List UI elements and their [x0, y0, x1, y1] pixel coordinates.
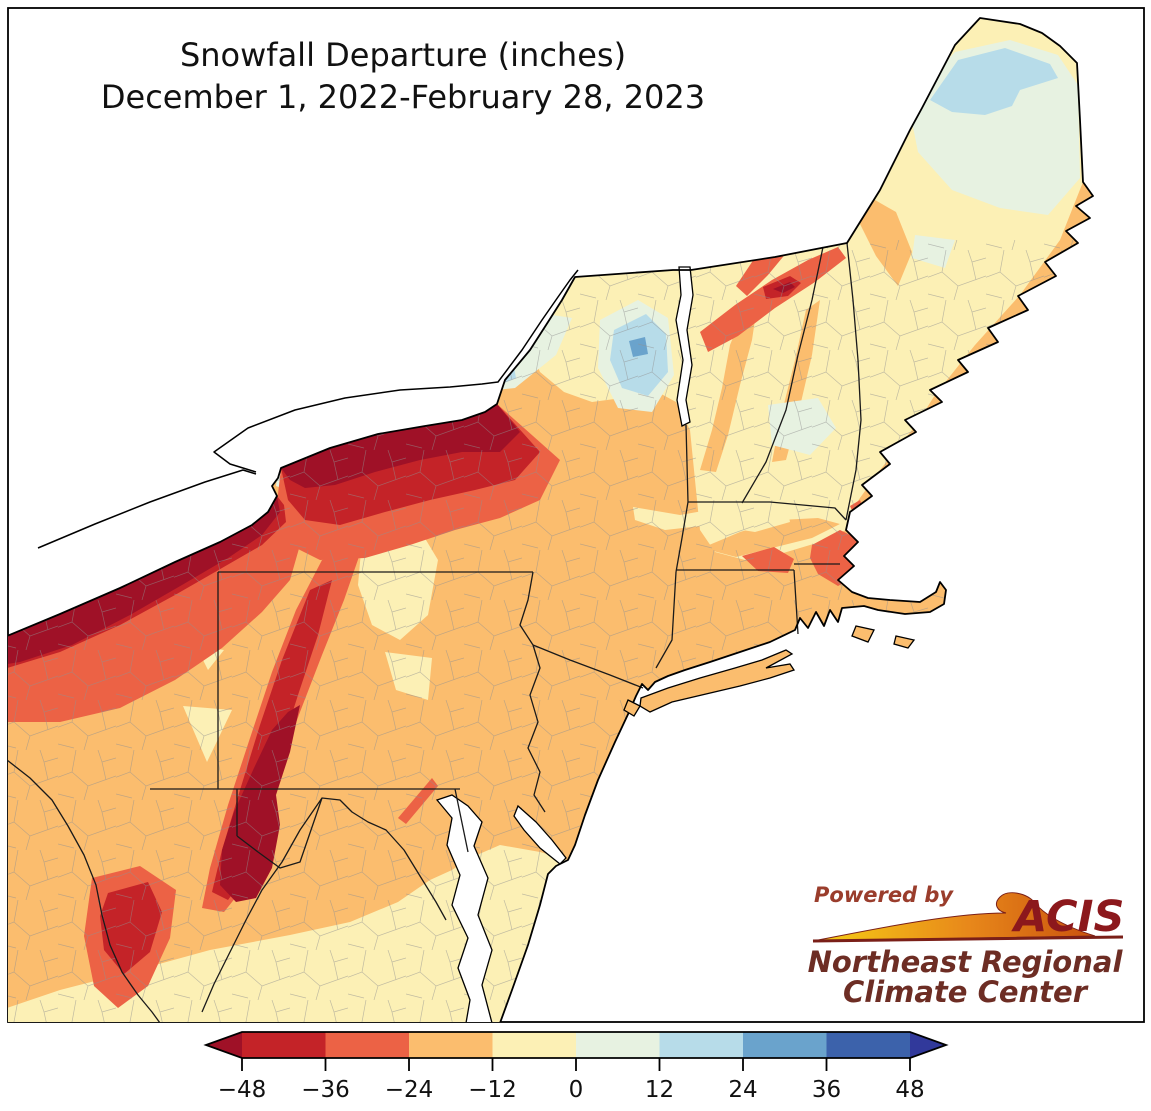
org-name-line1: Northeast Regional	[808, 945, 1124, 979]
state-borders	[8, 242, 862, 1022]
colorbar-over-arrow	[910, 1032, 946, 1058]
powered-by-label: Powered by	[814, 883, 954, 907]
colorbar-segment	[826, 1032, 911, 1058]
map-title-line1: Snowfall Departure (inches)	[180, 36, 626, 74]
colorbar-under-arrow	[206, 1032, 242, 1058]
colorbar-tick-label: −36	[301, 1077, 350, 1103]
coastline	[8, 17, 1094, 1022]
acis-swoosh-icon	[812, 892, 1096, 942]
colorbar-segment	[492, 1032, 577, 1058]
colorbar-tick-label: −24	[385, 1077, 434, 1103]
chesapeake-bay	[435, 794, 493, 1022]
colorbar-segment	[659, 1032, 744, 1058]
colorbar-segment	[576, 1032, 660, 1058]
marthas-vineyard	[851, 625, 875, 643]
acis-underline	[812, 935, 1124, 943]
colorbar-tick-label: 24	[728, 1077, 757, 1103]
lake-champlain	[675, 266, 694, 427]
delaware-bay	[513, 804, 567, 865]
colorbar-segment	[743, 1032, 827, 1058]
colorbar-tick-label: −12	[468, 1077, 517, 1103]
colorbar-segment	[242, 1032, 326, 1058]
lake-ontario-north-shore	[213, 269, 579, 473]
acis-logo: Powered by ACIS Northeast Regional Clima…	[808, 883, 1125, 1009]
colorbar-tick-label: 36	[812, 1077, 841, 1103]
colorbar-tick-label: 48	[895, 1077, 924, 1103]
lake-erie-north-shore	[37, 469, 257, 549]
acis-wordmark: ACIS	[1011, 892, 1124, 942]
colorbar-segment	[409, 1032, 493, 1058]
org-name-line2: Climate Center	[843, 975, 1089, 1009]
contour-blue-n-maine	[930, 48, 1058, 115]
colorbar-segment	[325, 1032, 410, 1058]
map-title-line2: December 1, 2022-February 28, 2023	[101, 78, 705, 116]
staten-island	[623, 699, 641, 717]
colorbar-tick-label: 0	[569, 1077, 584, 1103]
nantucket	[893, 635, 916, 649]
colorbar-tick-label: −48	[218, 1077, 267, 1103]
long-island	[639, 649, 796, 713]
colorbar-tick-label: 12	[645, 1077, 674, 1103]
colorbar: −48 −36 −24 −12 0 12 24 36 48	[203, 1031, 949, 1103]
